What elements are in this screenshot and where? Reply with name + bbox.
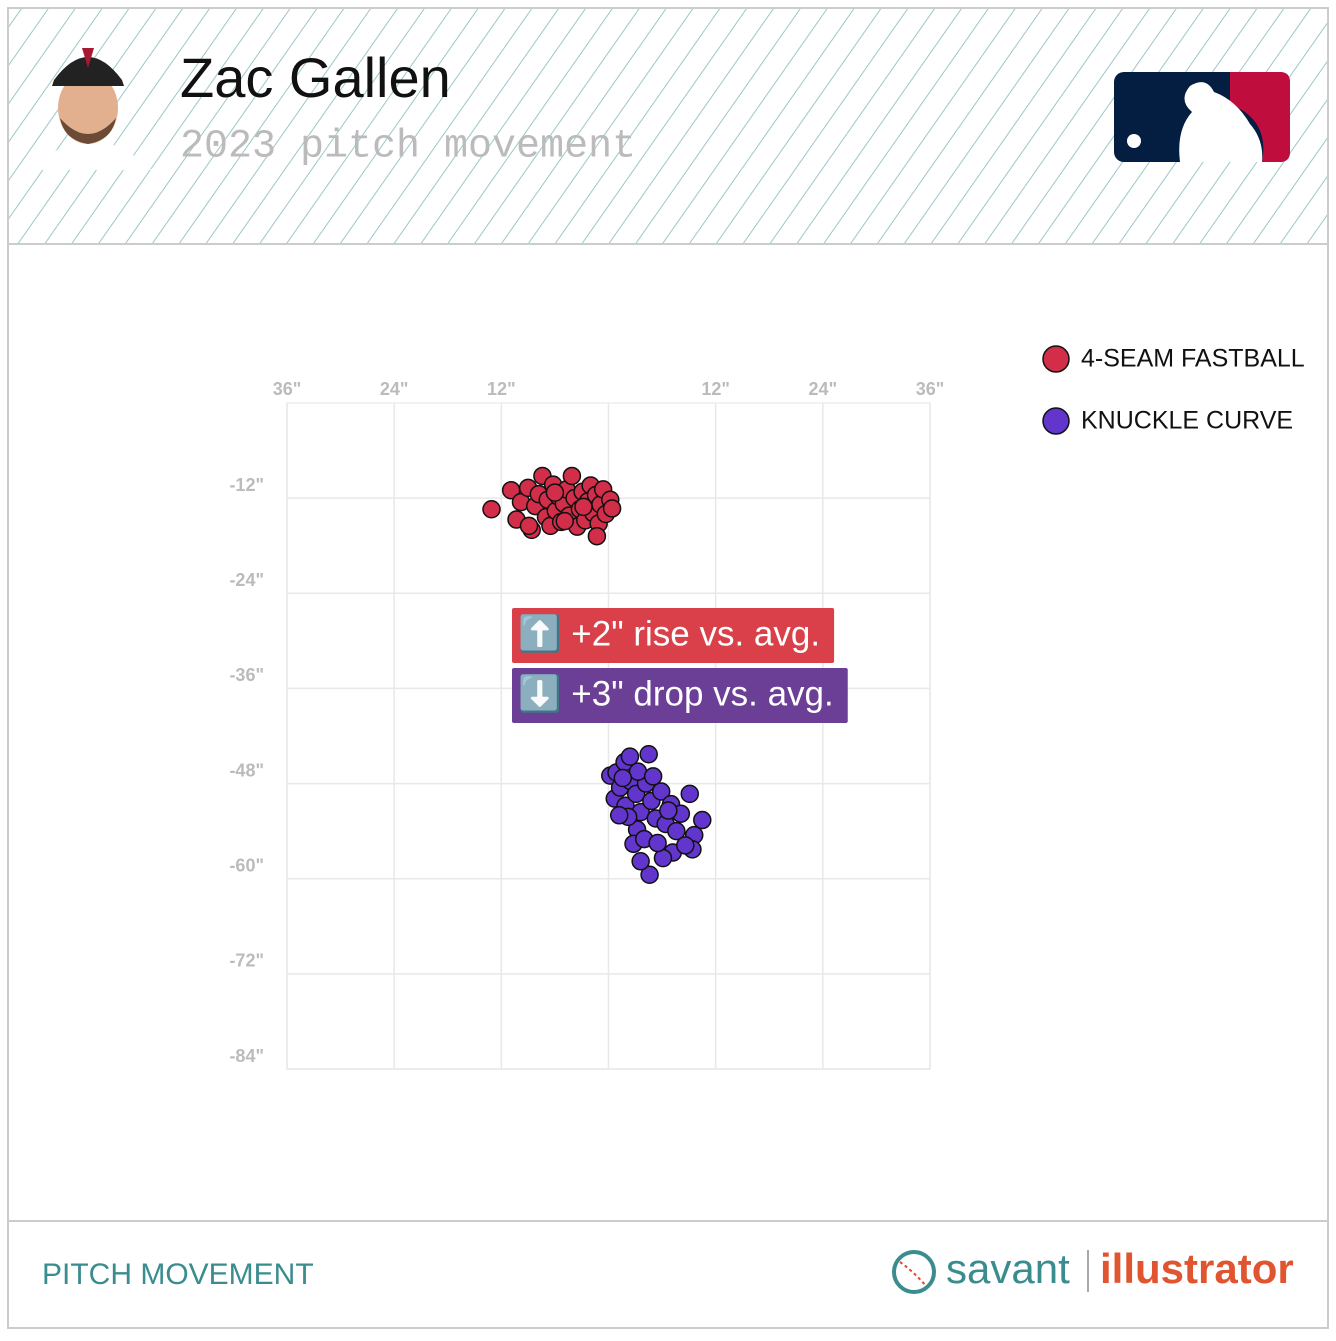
pitch-point <box>640 865 659 884</box>
y-tick-label: -72" <box>229 951 264 971</box>
annotation-box <box>512 668 848 723</box>
x-tick-label: 24" <box>380 379 409 399</box>
y-tick-label: -36" <box>229 665 264 685</box>
x-tick-label: 36" <box>916 379 945 399</box>
pitch-point <box>609 806 629 825</box>
pitch-point <box>643 767 663 786</box>
pitch-point <box>545 483 565 502</box>
brand-illustrator: illustrator <box>1100 1245 1294 1292</box>
legend-label: 4-SEAM FASTBALL <box>1081 345 1305 373</box>
pitch-point <box>693 810 712 830</box>
pitch-point <box>651 782 671 801</box>
pitch-point <box>631 852 650 871</box>
pitch-point <box>667 821 686 841</box>
x-tick-label: 12" <box>701 379 730 399</box>
y-tick-label: -84" <box>229 1046 264 1066</box>
pitch-point <box>613 768 633 788</box>
pitch-point <box>639 744 658 764</box>
legend-swatch <box>1042 345 1070 373</box>
footer-label: PITCH MOVEMENT <box>42 1258 314 1291</box>
annotation: ⬇️ +3" drop vs. avg. <box>512 668 848 723</box>
legend-label: KNUCKLE CURVE <box>1081 407 1293 435</box>
annotation-text: ⬆️ +2" rise vs. avg. <box>518 613 820 653</box>
y-tick-label: -60" <box>229 855 264 875</box>
y-tick-label: -48" <box>229 760 264 780</box>
brand-savant: savant <box>946 1245 1070 1292</box>
player-photo <box>36 48 152 170</box>
annotation-text: ⬇️ +3" drop vs. avg. <box>518 673 834 713</box>
legend-swatch <box>1042 407 1070 435</box>
pitch-point <box>519 516 539 536</box>
plot: 36" 24" 12" 12" 24" 36" -12" -24" -36" -48" -60" -7… <box>229 345 1305 1070</box>
annotation-box <box>512 608 835 663</box>
subtitle: 2023 pitch movement <box>180 125 636 170</box>
savant-logo: savant illustrator <box>892 1245 1294 1294</box>
header-bg <box>9 9 1327 244</box>
pitch-point <box>676 836 695 855</box>
pitch-point <box>482 499 501 519</box>
player-name: Zac Gallen <box>180 46 451 109</box>
y-tick-label: -12" <box>229 475 264 495</box>
pitch-point <box>587 526 607 546</box>
pitch-point <box>574 497 593 517</box>
pitch-point <box>648 833 667 853</box>
pitch-point <box>680 784 700 804</box>
y-tick-label: -24" <box>229 570 264 590</box>
pitch-point <box>620 747 640 766</box>
x-tick-label: 12" <box>487 379 516 399</box>
pitch-point <box>602 499 622 518</box>
pitch-point <box>659 801 678 820</box>
pitch-point <box>555 511 574 531</box>
annotation: ⬆️ +2" rise vs. avg. <box>512 608 835 663</box>
x-tick-label: 24" <box>809 379 838 399</box>
x-tick-label: 36" <box>273 379 302 399</box>
pitch-point <box>562 466 582 486</box>
mlb-logo <box>1114 72 1290 162</box>
